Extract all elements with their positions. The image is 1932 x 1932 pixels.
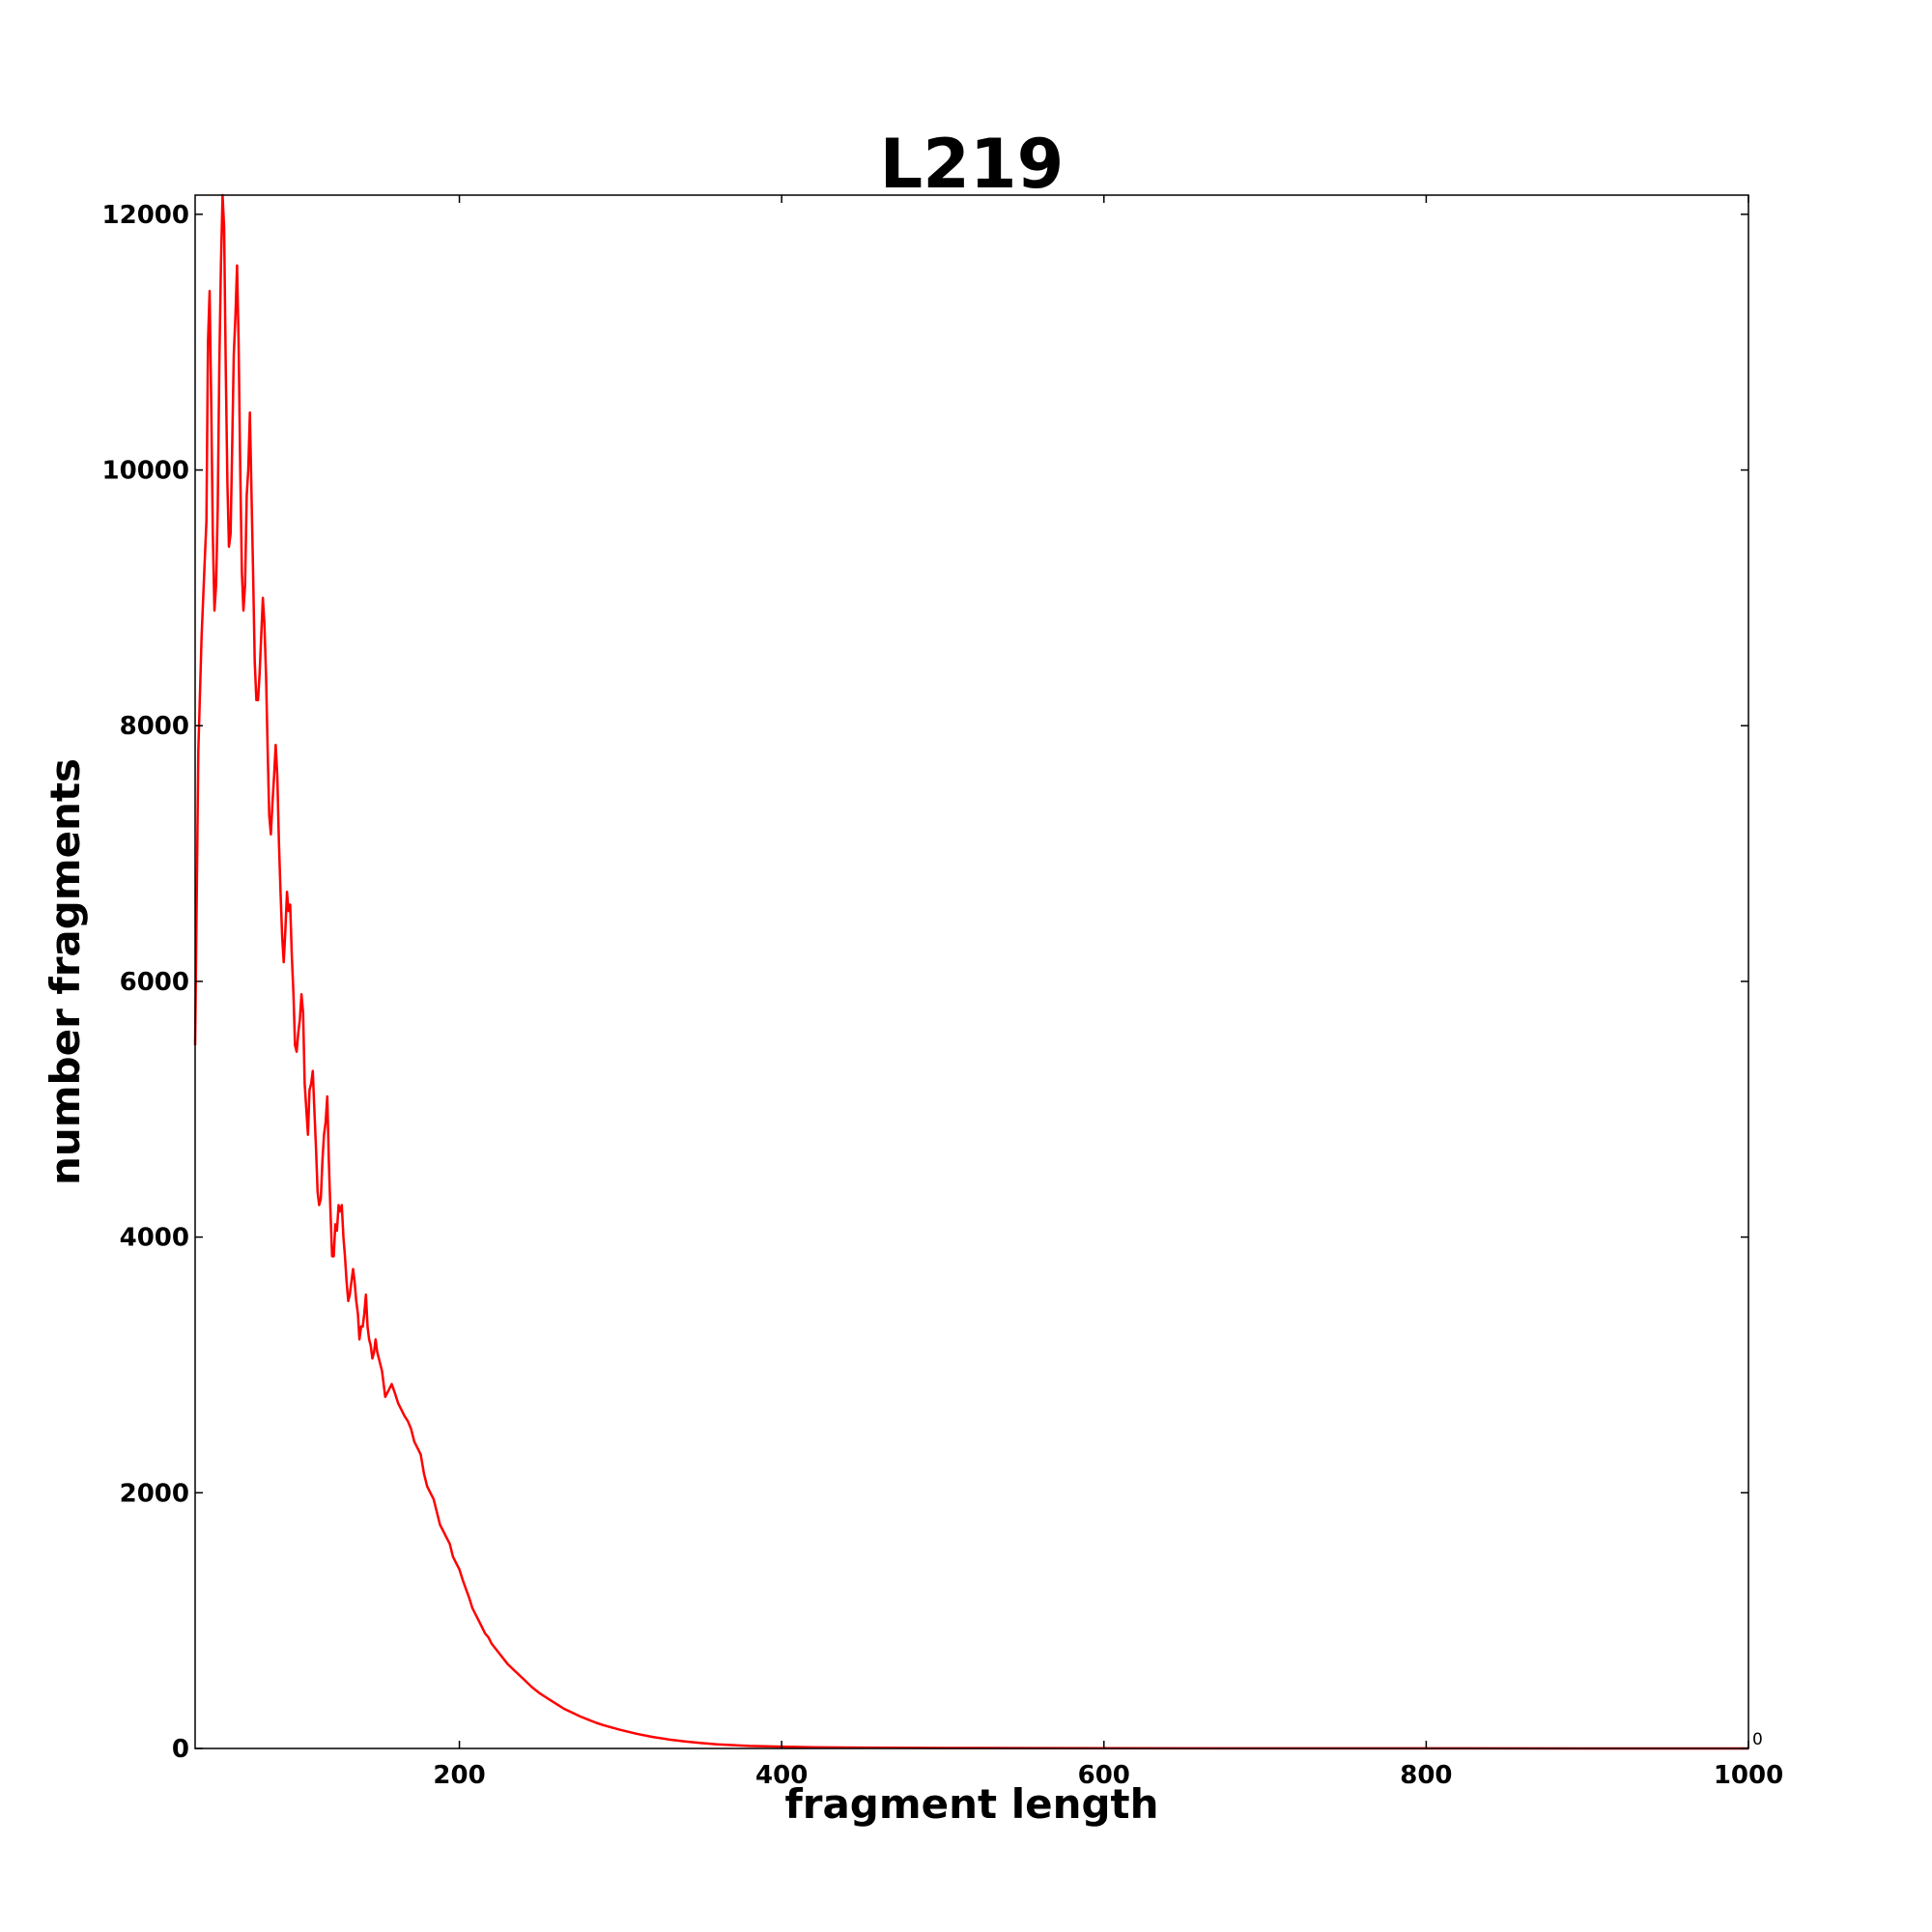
y-tick-label: 10000 bbox=[102, 457, 189, 486]
y-tick-label: 0 bbox=[172, 1735, 189, 1764]
chart-title: L219 bbox=[880, 125, 1065, 204]
x-tick-label: 400 bbox=[755, 1761, 808, 1790]
y-tick-label: 6000 bbox=[120, 968, 189, 997]
series-line bbox=[193, 193, 1748, 1750]
series-layer bbox=[193, 193, 1748, 1750]
y-tick-label: 12000 bbox=[102, 201, 189, 230]
plot-area bbox=[195, 195, 1748, 1748]
tick-layer: 200 400 600 800 1000020004000600080001000012… bbox=[102, 195, 1783, 1790]
x-tick-label: 200 bbox=[433, 1761, 485, 1790]
y-tick-label: 8000 bbox=[120, 712, 189, 741]
y-tick-label: 4000 bbox=[120, 1224, 189, 1253]
x-tick-label: 800 bbox=[1400, 1761, 1452, 1790]
y-axis-title: number fragments bbox=[42, 758, 89, 1185]
x-axis-title: fragment length bbox=[784, 1780, 1158, 1828]
x-tick-label: 600 bbox=[1078, 1761, 1130, 1790]
x-tick-label: 1000 bbox=[1714, 1761, 1783, 1790]
y-tick-label: 2000 bbox=[120, 1479, 189, 1508]
axis-offset-label: 0 bbox=[1752, 1730, 1763, 1749]
plot-frame bbox=[194, 194, 1749, 1749]
